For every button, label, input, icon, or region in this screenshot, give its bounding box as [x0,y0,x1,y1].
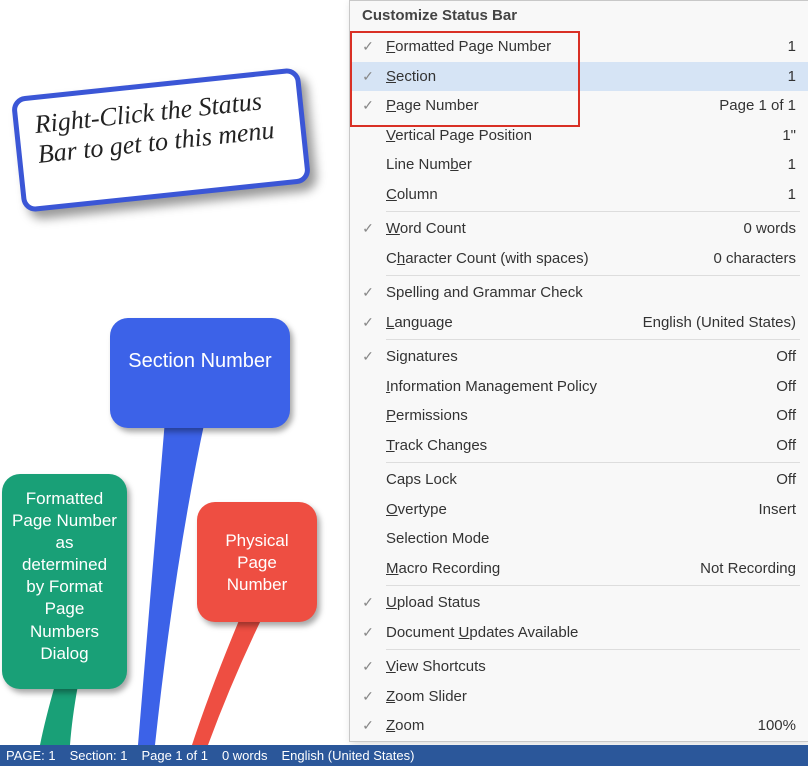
menu-item-label: Zoom Slider [386,688,788,705]
menu-item-value: Off [768,437,796,454]
menu-item-label: Page Number [386,97,711,114]
menu-item[interactable]: ✓Section1 [350,62,808,92]
menu-item[interactable]: Character Count (with spaces)0 character… [350,244,808,274]
callout-formatted-page: Formatted Page Number as determined by F… [2,474,127,689]
check-icon: ✓ [350,594,386,611]
menu-item-label: Spelling and Grammar Check [386,284,788,301]
menu-item-label: Track Changes [386,437,768,454]
callout-physical-page: Physical Page Number [197,502,317,622]
callout-section-number: Section Number [110,318,290,428]
menu-separator [386,649,800,650]
menu-item[interactable]: ✓Zoom100% [350,711,808,741]
menu-item[interactable]: Track ChangesOff [350,431,808,461]
menu-item-label: Information Management Policy [386,378,768,395]
menu-item-label: View Shortcuts [386,658,788,675]
menu-item-label: Word Count [386,220,735,237]
menu-item[interactable]: ✓Document Updates Available [350,618,808,648]
menu-item-label: Upload Status [386,594,788,611]
menu-item-value: 1" [774,127,796,144]
menu-item-value: Off [768,471,796,488]
menu-item-label: Zoom [386,717,750,734]
menu-item[interactable]: ✓Word Count0 words [350,214,808,244]
check-icon: ✓ [350,284,386,301]
menu-separator [386,211,800,212]
menu-item-label: Language [386,314,635,331]
menu-item-value: Off [768,378,796,395]
check-icon: ✓ [350,38,386,55]
menu-item-label: Formatted Page Number [386,38,780,55]
menu-separator [386,339,800,340]
menu-item[interactable]: Line Number1 [350,150,808,180]
menu-item-label: Section [386,68,780,85]
menu-item-value: English (United States) [635,314,796,331]
status-page[interactable]: PAGE: 1 [6,748,56,763]
menu-item-label: Document Updates Available [386,624,788,641]
menu-separator [386,275,800,276]
menu-item-value: 1 [780,68,796,85]
menu-item-value: 100% [750,717,796,734]
menu-item[interactable]: ✓Formatted Page Number1 [350,32,808,62]
check-icon: ✓ [350,68,386,85]
check-icon: ✓ [350,658,386,675]
menu-item-value: 1 [780,186,796,203]
check-icon: ✓ [350,97,386,114]
menu-item[interactable]: ✓Page NumberPage 1 of 1 [350,91,808,121]
menu-item[interactable]: Vertical Page Position1" [350,121,808,151]
menu-item[interactable]: Selection Mode [350,524,808,554]
menu-item-value: Not Recording [692,560,796,577]
menu-title: Customize Status Bar [350,1,808,32]
menu-item[interactable]: Column1 [350,180,808,210]
menu-item-value: 1 [780,38,796,55]
menu-item-value: Off [768,348,796,365]
menu-item-label: Permissions [386,407,768,424]
menu-item[interactable]: ✓View Shortcuts [350,652,808,682]
menu-item-label: Line Number [386,156,780,173]
menu-item-label: Selection Mode [386,530,788,547]
menu-item-value: Page 1 of 1 [711,97,796,114]
menu-item-value: Off [768,407,796,424]
status-language[interactable]: English (United States) [281,748,414,763]
menu-item-label: Vertical Page Position [386,127,774,144]
menu-item-value: 0 words [735,220,796,237]
menu-item-label: Column [386,186,780,203]
menu-item[interactable]: OvertypeInsert [350,495,808,525]
check-icon: ✓ [350,220,386,237]
menu-item-label: Macro Recording [386,560,692,577]
menu-item-label: Signatures [386,348,768,365]
menu-item[interactable]: Macro RecordingNot Recording [350,554,808,584]
check-icon: ✓ [350,717,386,734]
menu-item-value: 0 characters [705,250,796,267]
status-page-of[interactable]: Page 1 of 1 [141,748,208,763]
menu-item[interactable]: ✓LanguageEnglish (United States) [350,308,808,338]
menu-item[interactable]: Information Management PolicyOff [350,372,808,402]
check-icon: ✓ [350,314,386,331]
menu-item-label: Overtype [386,501,750,518]
status-bar[interactable]: PAGE: 1 Section: 1 Page 1 of 1 0 words E… [0,745,808,766]
menu-item-label: Caps Lock [386,471,768,488]
menu-item-value: Insert [750,501,796,518]
menu-item[interactable]: ✓Zoom Slider [350,682,808,712]
status-words[interactable]: 0 words [222,748,268,763]
customize-status-bar-menu: Customize Status Bar ✓Formatted Page Num… [349,0,808,742]
menu-item[interactable]: ✓Upload Status [350,588,808,618]
check-icon: ✓ [350,688,386,705]
check-icon: ✓ [350,348,386,365]
menu-separator [386,462,800,463]
menu-separator [386,585,800,586]
menu-item[interactable]: ✓Spelling and Grammar Check [350,278,808,308]
menu-item[interactable]: Caps LockOff [350,465,808,495]
menu-item-label: Character Count (with spaces) [386,250,705,267]
menu-item-value: 1 [780,156,796,173]
check-icon: ✓ [350,624,386,641]
menu-item[interactable]: ✓SignaturesOff [350,342,808,372]
menu-item[interactable]: PermissionsOff [350,401,808,431]
status-section[interactable]: Section: 1 [70,748,128,763]
